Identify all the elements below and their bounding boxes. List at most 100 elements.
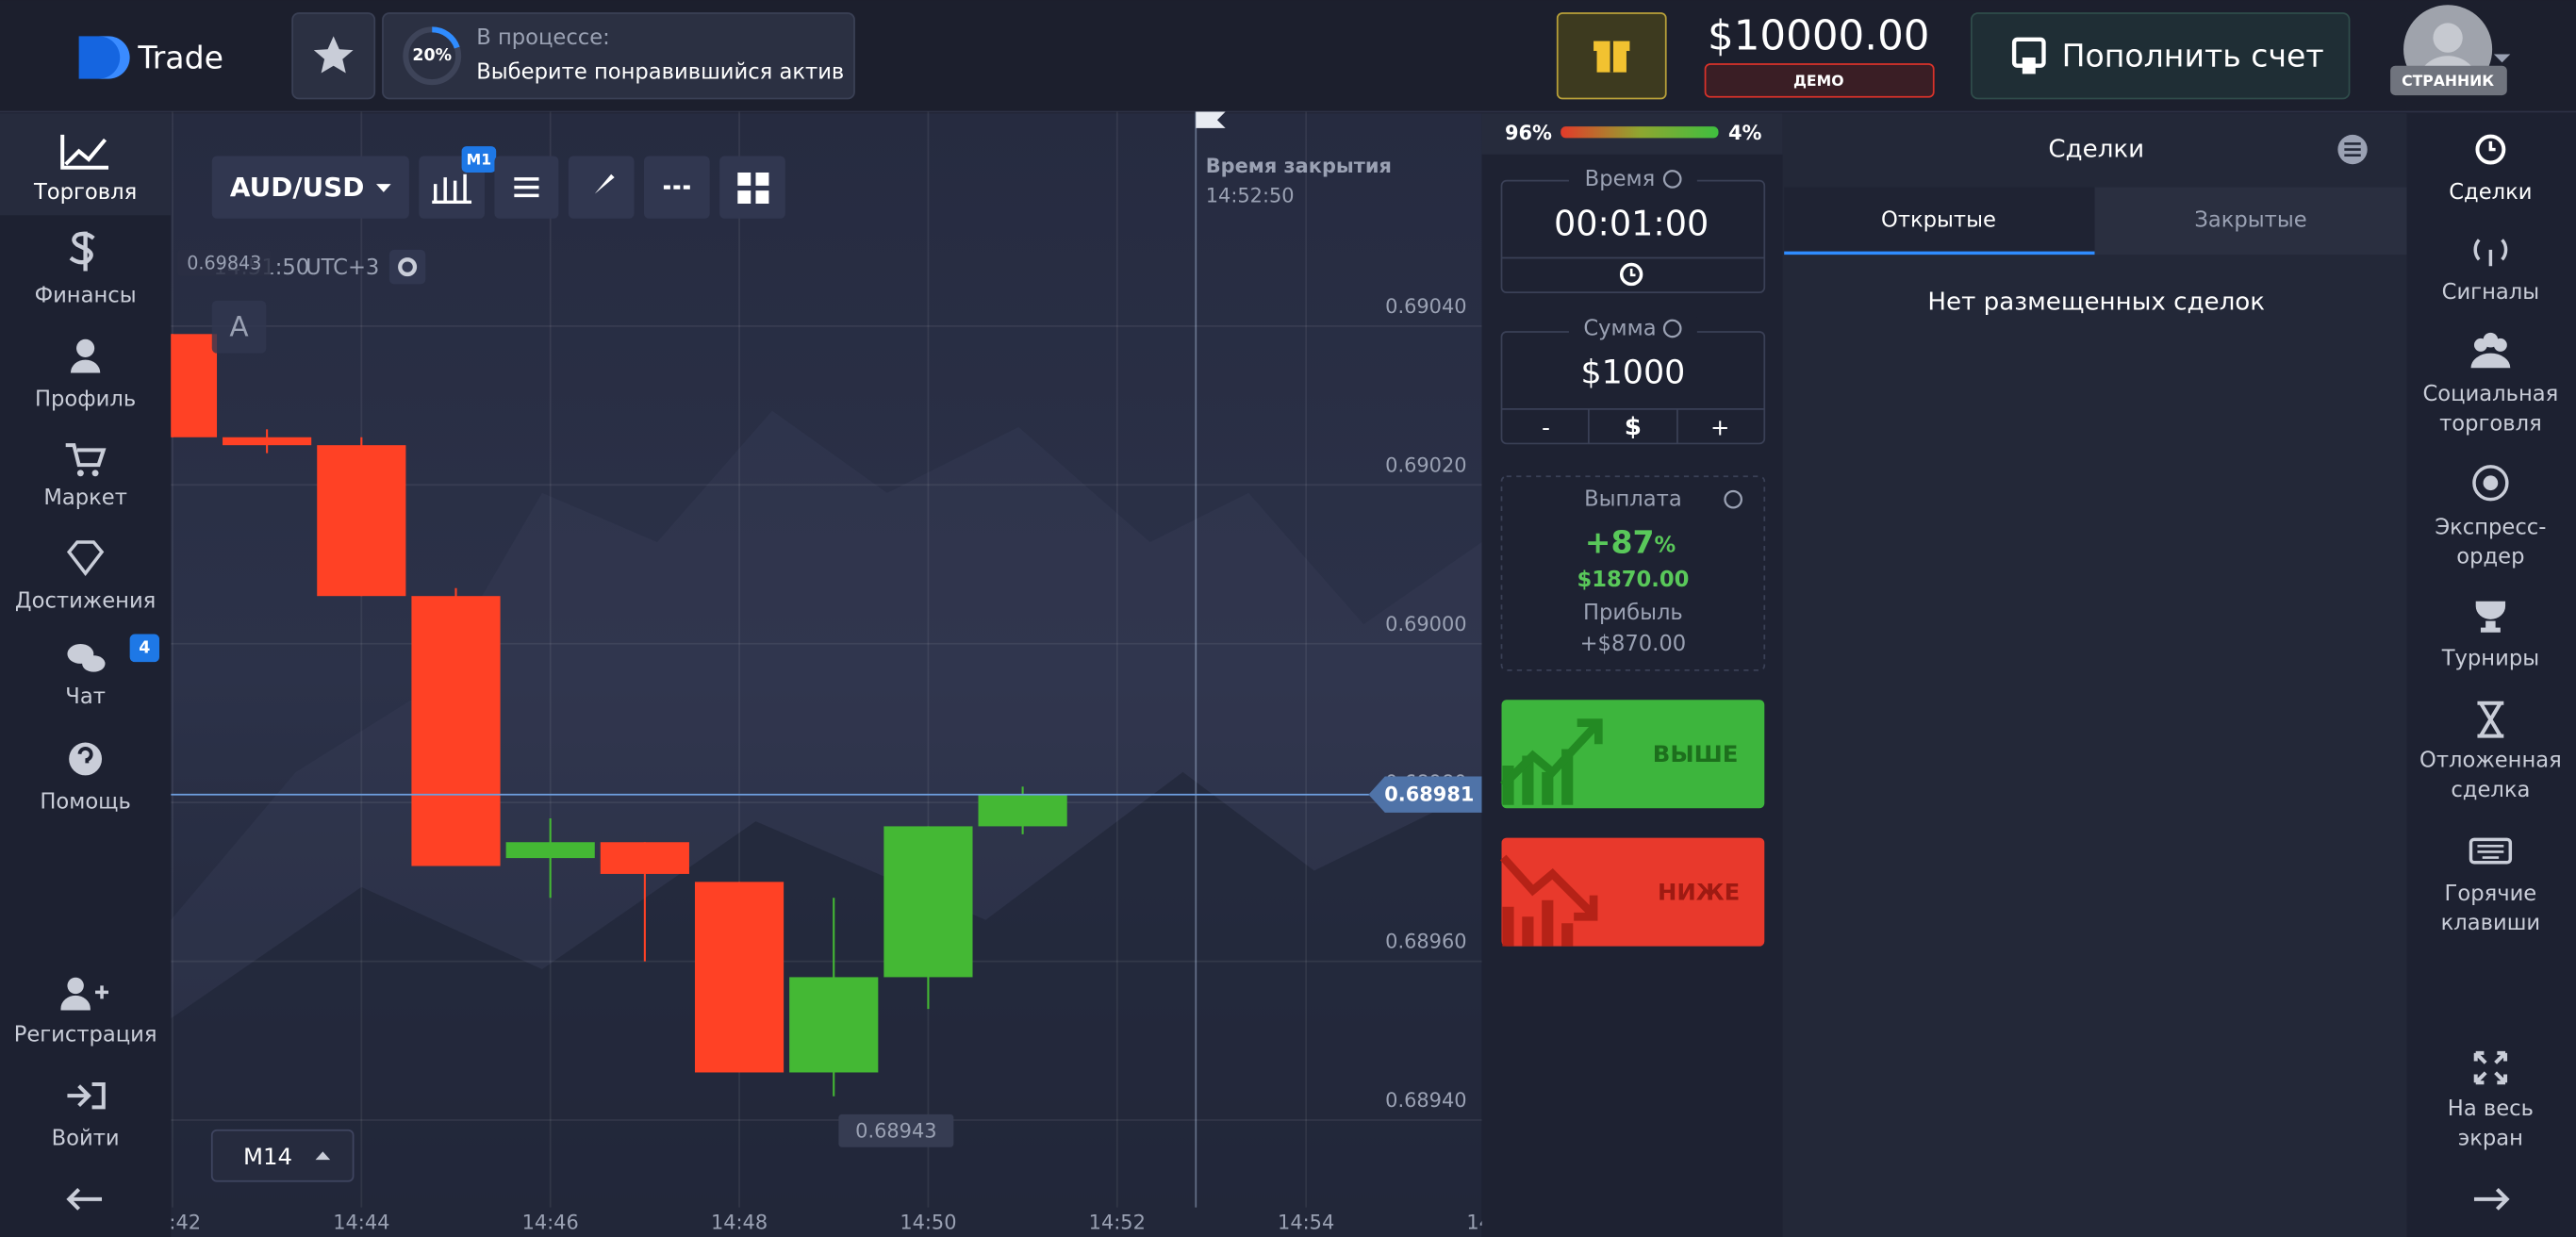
nav-label[interactable]: Сигналы (2442, 280, 2539, 305)
sentiment-down: 4% (1728, 122, 1762, 144)
nav-label[interactable]: Войти (52, 1126, 120, 1150)
tab[interactable] (2094, 187, 2407, 256)
deposit-button[interactable] (1970, 12, 2351, 100)
layout-button[interactable] (719, 156, 785, 219)
nav-label[interactable]: Достижения (15, 589, 156, 614)
drawing-tool[interactable] (211, 300, 267, 354)
nav-label[interactable]: Финансы (35, 284, 137, 308)
nav-label[interactable]: Регистрация (14, 1023, 157, 1047)
period: M14 (243, 1143, 292, 1170)
nav-label[interactable]: Маркет (43, 486, 127, 510)
amount-label: Сумма (1583, 316, 1656, 340)
nav-label[interactable]: Сделки (2449, 180, 2532, 205)
nav-label[interactable]: ордер (2456, 545, 2524, 569)
icon (60, 134, 108, 170)
tab-active[interactable] (1784, 187, 2095, 256)
candle-body (694, 882, 784, 1073)
icon (91, 470, 99, 477)
time-settings-button[interactable] (388, 249, 426, 285)
nav-label[interactable]: Экспресс- (2435, 515, 2546, 539)
gear-icon (398, 257, 418, 277)
back-arrow[interactable] (66, 1188, 103, 1211)
icon (2470, 353, 2511, 369)
timeframe: M1 (467, 151, 492, 169)
empty-message: Нет размещенных сделок (1927, 289, 2265, 317)
current-price-label: 0.68981 (1384, 783, 1474, 806)
candle-body (978, 794, 1067, 827)
nav-label[interactable]: Торговля (33, 180, 137, 205)
nav-active (0, 113, 172, 216)
nav-label[interactable]: торговля (2439, 412, 2542, 437)
x-tick-label: 14:44 (333, 1211, 389, 1233)
minus-button[interactable]: - (1542, 414, 1550, 441)
chat-badge-count: 4 (139, 638, 150, 657)
caret (375, 184, 391, 192)
time-label: Время (1585, 167, 1656, 191)
nav-label[interactable]: сделка (2451, 778, 2530, 802)
chart-type-icon (432, 173, 472, 205)
percent-sign: % (1655, 533, 1676, 557)
candle-body (223, 437, 312, 446)
expiry-label: Время закрытия (1206, 155, 1392, 177)
tab-label: Открытые (1881, 207, 1996, 232)
price-tag: 0.69843 (187, 252, 261, 273)
x-tick-label: 14:46 (522, 1211, 579, 1233)
nav-label[interactable]: Социальная (2423, 382, 2559, 406)
candle-body (789, 977, 879, 1073)
balance: $10000.00 (1708, 12, 1929, 59)
icon (65, 443, 107, 468)
logo[interactable]: Trade (78, 36, 223, 79)
avatar-head (2433, 23, 2463, 53)
plus-button[interactable]: + (1710, 414, 1729, 441)
icon (67, 977, 84, 995)
timeframe-badge (461, 146, 497, 173)
progress-box[interactable] (382, 12, 855, 100)
progress-label: В процессе: (476, 25, 610, 50)
list-icon (2344, 142, 2361, 157)
nav-label[interactable]: Профиль (35, 387, 136, 411)
icon (2477, 701, 2504, 738)
deals-panel (1782, 113, 2407, 1237)
candle-body (411, 596, 501, 866)
currency-button[interactable]: $ (1625, 413, 1642, 441)
timezone: UTC+3 (305, 256, 379, 280)
icon (76, 338, 95, 357)
x-tick-label: 14:52 (1089, 1211, 1146, 1233)
period-select[interactable] (210, 1129, 355, 1182)
logo-text: Trade (137, 39, 223, 75)
sell-button[interactable] (1501, 837, 1765, 947)
layout-icon (737, 172, 769, 205)
profit-amount: +$870.00 (1580, 632, 1687, 656)
payout-label: Выплата (1584, 487, 1682, 512)
nav-label[interactable]: Турниры (2441, 647, 2539, 671)
payout-percent: +87 (1585, 523, 1655, 560)
nav-label[interactable]: экран (2458, 1126, 2523, 1150)
payout-amount: $1870.00 (1577, 568, 1689, 592)
deposit-text: Пополнить счет (2062, 38, 2324, 74)
icon (2483, 332, 2499, 348)
account-badge[interactable] (1704, 63, 1935, 98)
min-price-label: 0.68943 (855, 1119, 936, 1142)
time-value: 00:01:00 (1554, 203, 1709, 243)
asset-select[interactable] (211, 156, 409, 219)
expiry-flag (1196, 111, 1226, 128)
label-bg (1568, 165, 1697, 192)
forward-arrow[interactable] (2473, 1188, 2510, 1211)
nav-label[interactable]: На весь (2448, 1097, 2534, 1121)
nav-label[interactable]: Чат (65, 684, 106, 709)
y-tick-label: 0.69020 (1385, 454, 1466, 476)
nav-label[interactable]: Помощь (40, 789, 130, 814)
nav-label[interactable]: Горячие (2445, 882, 2537, 906)
brush-icon (587, 173, 615, 201)
nav-label[interactable]: Отложенная (2419, 749, 2562, 773)
logo-mark (78, 36, 124, 79)
sell-text: НИЖЕ (1658, 879, 1740, 906)
star-icon (313, 36, 354, 74)
tab-label: Закрытые (2194, 207, 2306, 232)
icon (2472, 465, 2509, 502)
trade-panel (1481, 113, 1783, 1237)
icon (77, 747, 93, 764)
nav-label[interactable]: клавиши (2441, 911, 2541, 935)
